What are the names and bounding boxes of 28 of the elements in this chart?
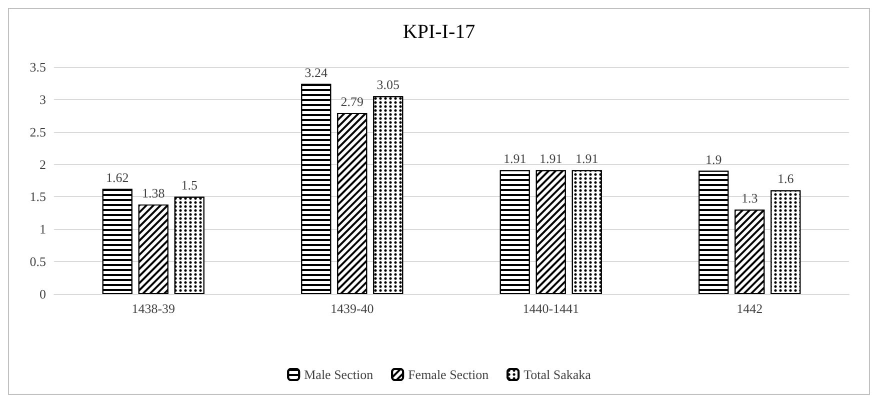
- data-label: 1.5: [181, 178, 198, 193]
- legend-label: Total Sakaka: [524, 367, 592, 382]
- legend-label: Male Section: [304, 367, 374, 382]
- legend-label: Female Section: [408, 367, 490, 382]
- x-tick-label: 1438-39: [132, 301, 176, 316]
- y-tick-label: 1: [40, 222, 46, 237]
- data-label: 3.24: [304, 64, 328, 80]
- data-label: 2.79: [340, 94, 364, 110]
- data-label: 1.91: [540, 151, 562, 166]
- chart-title: KPI-I-17: [402, 21, 476, 43]
- x-tick-label: 1440-1441: [522, 301, 580, 316]
- y-tick-label: 0.5: [30, 254, 46, 270]
- data-label: 1.3: [742, 190, 758, 206]
- y-tick-label: 1.5: [30, 189, 46, 204]
- data-label: 1.91: [504, 151, 526, 166]
- x-tick-label: 1442: [736, 301, 763, 316]
- y-tick-label: 2: [40, 156, 46, 172]
- data-label: 1.9: [706, 152, 722, 167]
- y-tick-label: 3: [40, 92, 46, 107]
- x-tick-label: 1439-40: [330, 301, 374, 316]
- data-label: 1.91: [576, 151, 598, 166]
- y-tick-label: 0: [40, 286, 46, 302]
- data-label: 1.6: [778, 171, 794, 186]
- y-tick-label: 3.5: [30, 60, 46, 74]
- data-label: 1.38: [142, 185, 165, 200]
- data-label: 3.05: [376, 77, 400, 92]
- data-label: 1.62: [106, 170, 129, 185]
- y-tick-label: 2.5: [30, 124, 46, 140]
